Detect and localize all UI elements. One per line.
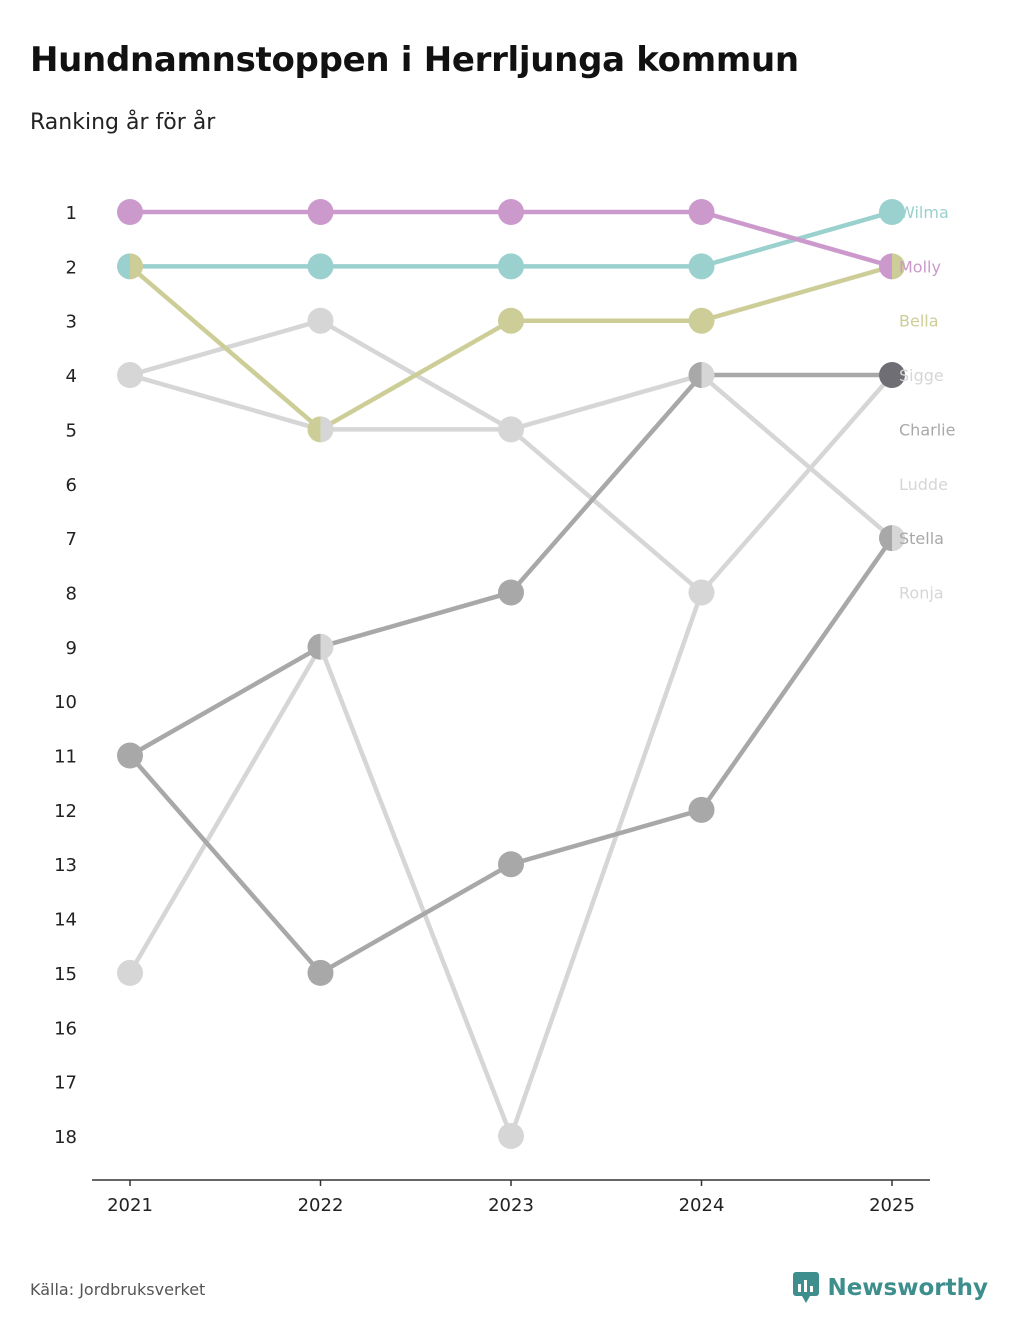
data-point-stella — [130, 742, 143, 769]
y-tick-label: 11 — [54, 747, 77, 768]
source-note: Källa: Jordbruksverket — [30, 1280, 206, 1299]
x-tick-label: 2023 — [488, 1195, 534, 1216]
end-label-ludde: Ludde — [899, 475, 948, 494]
data-point-ronja — [498, 1122, 524, 1149]
data-point-molly — [117, 199, 143, 225]
series-line-ronja — [127, 372, 895, 1139]
series-lines — [127, 209, 895, 1139]
data-point-charlie — [117, 742, 130, 769]
data-point-sigge — [117, 362, 130, 389]
y-tick-label: 6 — [66, 475, 77, 496]
data-point-ludde — [130, 362, 143, 389]
x-tick-label: 2022 — [298, 1195, 344, 1216]
y-tick-label: 14 — [54, 910, 77, 931]
y-tick-label: 5 — [66, 420, 77, 441]
data-point-charlie — [307, 633, 321, 660]
data-point-molly — [688, 199, 715, 225]
data-point-stella — [688, 796, 715, 823]
data-point-ronja — [701, 579, 715, 606]
brand-name: Newsworthy — [827, 1275, 988, 1301]
y-tick-label: 15 — [54, 964, 77, 985]
y-tick-label: 12 — [54, 801, 77, 822]
end-labels: Wilma Molly Bella Sigge Charlie Ludde Stella Ro… — [899, 203, 955, 602]
data-point-bella — [892, 253, 905, 280]
x-tick-label: 2021 — [107, 1195, 153, 1216]
end-label-ronja: Ronja — [899, 583, 944, 602]
end-label-wilma: Wilma — [899, 203, 949, 222]
y-tick-label: 9 — [66, 638, 77, 659]
newsworthy-logo-icon — [793, 1272, 820, 1303]
data-point-ludde — [688, 579, 702, 606]
y-tick-label: 10 — [54, 692, 77, 713]
end-label-stella: Stella — [899, 529, 944, 548]
series-line-ludde — [127, 318, 704, 595]
data-point-bella — [498, 307, 524, 334]
data-point-charlie — [688, 362, 702, 389]
end-label-charlie: Charlie — [899, 420, 955, 439]
y-tick-label: 3 — [66, 312, 77, 333]
data-point-wilma — [688, 253, 715, 280]
data-point-molly — [879, 253, 892, 280]
end-label-molly: Molly — [899, 257, 941, 276]
data-point-charlie — [498, 579, 524, 606]
data-point-ronja — [320, 633, 334, 660]
y-tick-label: 13 — [54, 855, 77, 876]
y-tick-label: 2 — [66, 257, 77, 278]
data-point-sigge — [320, 416, 334, 443]
x-tick-label: 2024 — [679, 1195, 725, 1216]
data-point-sigge — [892, 525, 905, 552]
brand-logo[interactable]: Newsworthy — [793, 1272, 988, 1304]
y-tick-label: 16 — [54, 1018, 77, 1039]
data-point-wilma — [117, 253, 130, 280]
data-point-stella — [307, 959, 334, 986]
series-line-bella — [127, 264, 895, 432]
data-point-molly — [498, 199, 524, 225]
data-point-wilma — [498, 253, 524, 280]
y-tick-label: 4 — [66, 366, 77, 387]
data-point-wilma — [879, 199, 905, 225]
x-tick-label: 2025 — [869, 1195, 915, 1216]
data-point-molly — [307, 199, 334, 225]
series-line-sigge — [127, 372, 895, 541]
data-point-ludde — [511, 416, 524, 443]
x-axis: 2021 2022 2023 2024 2025 — [92, 1179, 930, 1216]
data-point-ronja — [117, 959, 143, 986]
data-point-sigge — [701, 362, 715, 389]
y-tick-label: 7 — [66, 529, 77, 550]
data-point-stella — [498, 851, 524, 878]
data-point — [879, 362, 905, 389]
data-point-bella — [688, 307, 715, 334]
data-point-ludde — [307, 307, 334, 334]
y-tick-label: 17 — [54, 1073, 77, 1094]
end-label-bella: Bella — [899, 312, 939, 331]
data-point-sigge — [498, 416, 511, 443]
y-tick-label: 8 — [66, 583, 77, 604]
data-point-bella — [307, 416, 321, 443]
y-tick-label: 1 — [66, 203, 77, 224]
end-label-sigge: Sigge — [899, 366, 944, 385]
data-point-wilma — [307, 253, 334, 280]
series-points — [117, 199, 905, 1149]
data-point-stella — [879, 525, 892, 552]
chart-title: Hundnamnstoppen i Herrljunga kommun — [30, 40, 799, 80]
data-point-bella — [130, 253, 143, 280]
y-tick-label: 18 — [54, 1127, 77, 1148]
chart-subtitle: Ranking år för år — [30, 110, 216, 135]
